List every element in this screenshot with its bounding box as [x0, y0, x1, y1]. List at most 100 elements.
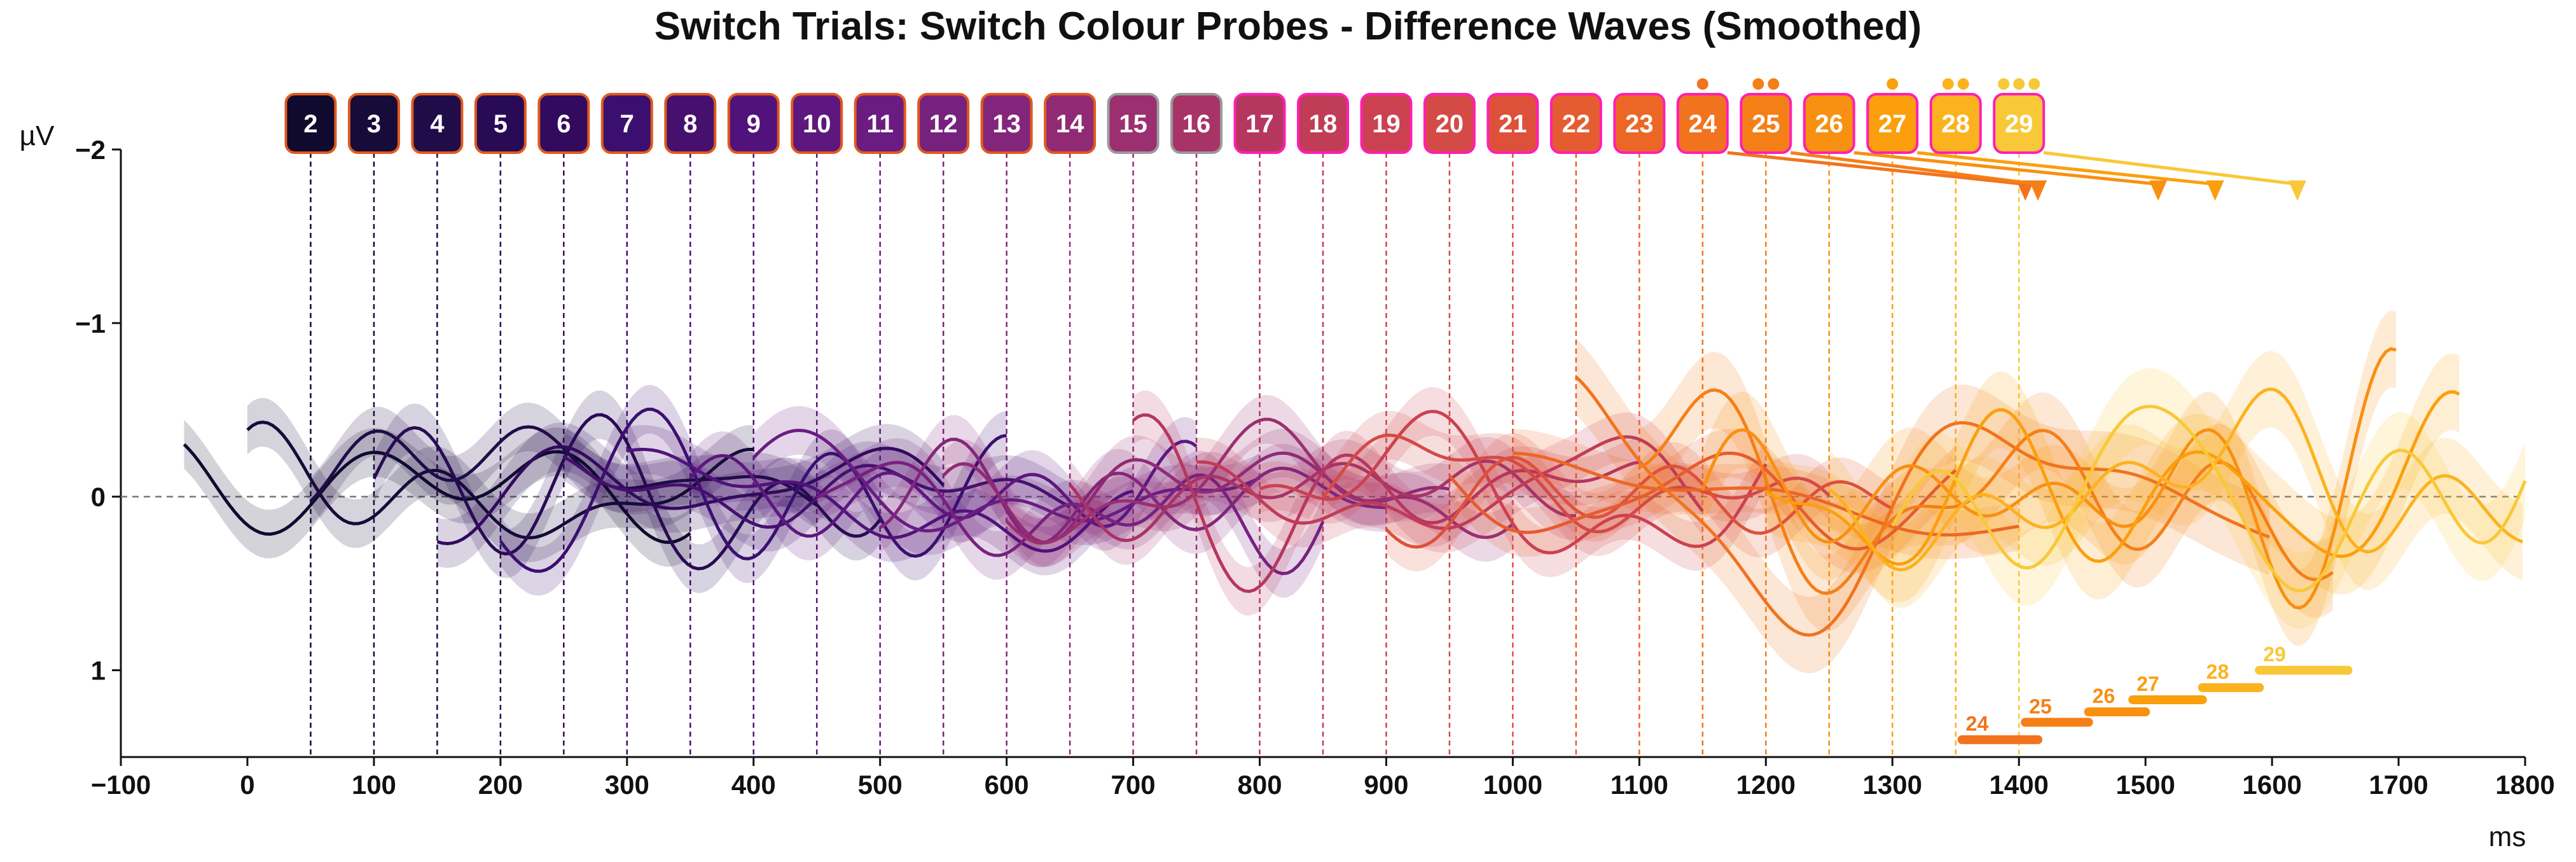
difference-wave-line: [1322, 433, 1831, 534]
x-tick-label: 1600: [2242, 770, 2301, 800]
confidence-band: [1575, 338, 2270, 674]
difference-wave-line: [689, 440, 1198, 538]
x-tick-label: 1100: [1610, 770, 1668, 800]
probe-labels: 2 3 4 5 6 7 8 9 10 11 12 13 14 15 16 17 18 19 20 21 22 23 24 25…: [284, 78, 2046, 154]
x-tick-label: 1700: [2369, 770, 2428, 800]
difference-wave-line: [1575, 375, 2270, 637]
confidence-band: [1386, 433, 1893, 572]
difference-wave-line: [246, 421, 754, 539]
y-tick-label: 0: [91, 482, 106, 512]
probe-label-text: 21: [1499, 110, 1527, 138]
peak-marker: [2029, 180, 2047, 201]
significance-dot: [1942, 78, 1954, 90]
x-tick-label: 500: [858, 770, 903, 800]
probe-label-text: 15: [1119, 110, 1147, 138]
probe-label-text: 23: [1625, 110, 1654, 138]
probe-label-text: 22: [1562, 110, 1591, 138]
difference-wave-line: [1513, 451, 2019, 537]
confidence-band: [690, 417, 1197, 560]
significant-window-label: 29: [2263, 643, 2286, 666]
probe-label-text: 29: [2005, 110, 2033, 138]
probe-label-text: 19: [1372, 110, 1401, 138]
significant-windows: 24 25 26 27 28 29: [1957, 643, 2353, 744]
peak-leader-line: [1727, 151, 2026, 186]
probe-label-text: 12: [929, 110, 958, 138]
probe-label-box: [1613, 93, 1666, 154]
x-tick-label: −100: [91, 770, 151, 800]
y-tick-label: 1: [91, 656, 106, 686]
probe-label-text: 7: [620, 110, 634, 138]
probe-label-box: [1170, 93, 1223, 154]
x-tick-label: 1200: [1736, 770, 1796, 800]
probe-label-text: 17: [1245, 110, 1274, 138]
confidence-band: [627, 425, 1133, 576]
probe-label-text: 20: [1436, 110, 1464, 138]
significance-dot: [1887, 78, 1899, 90]
probe-label-box: [1929, 93, 1982, 154]
probe-label-box: [1486, 93, 1539, 154]
y-tick-label: −2: [75, 135, 106, 165]
difference-wave-line: [627, 447, 1134, 553]
confidence-band: [1766, 354, 2460, 602]
x-tick-label: 1000: [1483, 770, 1542, 800]
peak-marker: [2016, 180, 2035, 201]
x-tick-label: 400: [731, 770, 776, 800]
probe-label-box: [1676, 93, 1729, 154]
difference-wave-line: [1196, 435, 1704, 530]
probe-label-box: [854, 93, 906, 154]
probe-label-text: 28: [1941, 110, 1970, 138]
confidence-band: [1133, 391, 1640, 616]
confidence-band: [500, 385, 1007, 596]
significant-window-label: 27: [2136, 672, 2159, 695]
chart-title: Switch Trials: Switch Colour Probes - Di…: [654, 4, 1922, 48]
significance-dot: [1752, 78, 1764, 90]
probe-label-box: [1993, 93, 2046, 154]
probe-label-box: [791, 93, 843, 154]
confidence-band: [1323, 410, 1829, 556]
difference-wave-line: [1132, 413, 1640, 594]
chart-axes: −100 0 100 200 300 400 500 600 700 800 900 1000 1100…: [75, 135, 2555, 800]
probe-label-box: [600, 93, 653, 154]
probe-label-box: [411, 93, 464, 154]
x-tick-label: 600: [985, 770, 1029, 800]
difference-wave-line: [1259, 410, 1768, 555]
probe-label-text: 27: [1878, 110, 1907, 138]
x-tick-label: 300: [605, 770, 649, 800]
probe-label-box: [1107, 93, 1160, 154]
significance-dot: [1998, 78, 2010, 90]
probe-label-box: [980, 93, 1033, 154]
confidence-band: [1070, 436, 1576, 565]
confidence-band: [310, 402, 817, 530]
probe-label-box: [1044, 93, 1097, 154]
probe-label-text: 10: [803, 110, 831, 138]
probe-label-text: 9: [747, 110, 761, 138]
peak-marker: [2206, 180, 2224, 201]
probe-label-text: 2: [303, 110, 317, 138]
confidence-band: [247, 398, 754, 562]
x-tick-label: 1800: [2495, 770, 2554, 800]
probe-label-box: [474, 93, 527, 154]
significant-window-label: 24: [1966, 713, 1989, 735]
probe-label-text: 6: [557, 110, 571, 138]
significance-dot: [1957, 78, 1969, 90]
x-tick-label: 700: [1111, 770, 1156, 800]
confidence-band: [1639, 352, 2333, 632]
x-axis-unit: ms: [2489, 821, 2526, 852]
confidence-band: [1892, 368, 2525, 629]
probe-label-box: [1423, 93, 1476, 154]
probe-label-box: [727, 93, 780, 154]
difference-wave-line: [879, 438, 1387, 545]
probe-label-text: 18: [1309, 110, 1338, 138]
difference-wave-line: [1828, 387, 2523, 572]
significance-dot: [1696, 78, 1708, 90]
confidence-band: [564, 432, 1070, 552]
probe-label-box: [1549, 93, 1602, 154]
difference-waves: [183, 347, 2527, 637]
probe-label-text: 25: [1752, 110, 1780, 138]
x-tick-label: 1400: [1989, 770, 2048, 800]
difference-wave-line: [1891, 405, 2527, 592]
difference-wave-line: [499, 407, 1008, 573]
peak-leader-line: [1790, 151, 2039, 186]
